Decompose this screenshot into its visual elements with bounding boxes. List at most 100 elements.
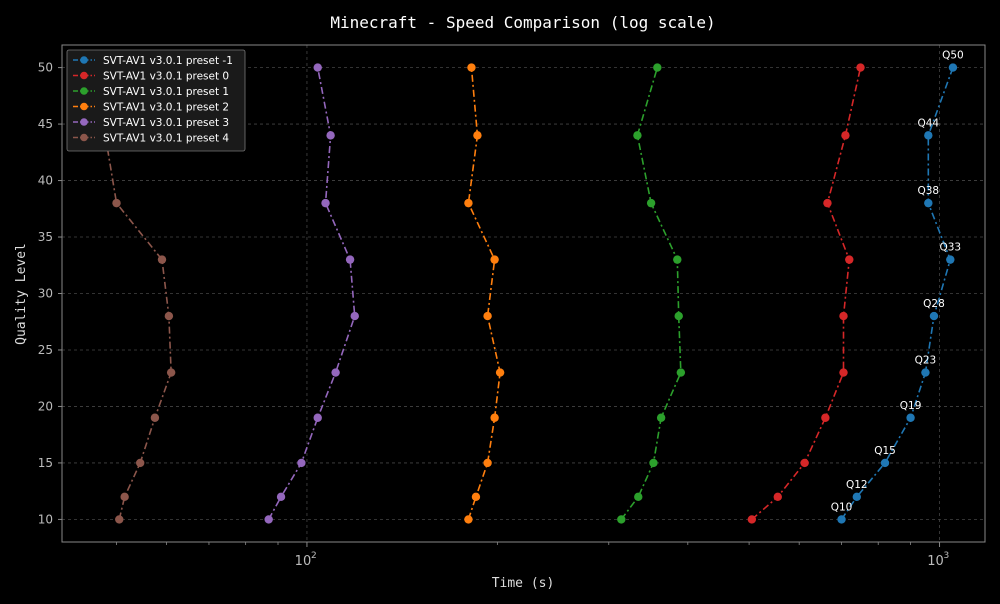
data-point — [464, 515, 473, 524]
x-tick-label: 10 — [927, 554, 944, 569]
legend-label: SVT-AV1 v3.0.1 preset 2 — [103, 101, 229, 113]
data-point — [653, 63, 662, 72]
data-point — [473, 131, 482, 140]
data-point — [800, 458, 809, 468]
y-tick-label: 30 — [38, 287, 53, 301]
legend-marker — [80, 133, 88, 142]
y-tick-label: 45 — [38, 117, 53, 131]
data-point — [264, 515, 273, 524]
data-point — [331, 368, 340, 377]
series-line — [620, 67, 682, 520]
point-label: Q15 — [874, 445, 896, 457]
data-point — [823, 198, 832, 208]
data-point — [617, 515, 626, 524]
data-point — [350, 311, 359, 321]
point-label: Q38 — [917, 185, 939, 197]
series-layer — [98, 63, 958, 524]
data-point — [157, 255, 167, 264]
y-tick-label: 20 — [38, 399, 53, 413]
data-point — [464, 198, 473, 208]
data-point — [135, 458, 145, 468]
point-label: Q44 — [917, 117, 939, 129]
grid — [62, 45, 985, 542]
y-tick-label: 10 — [38, 512, 53, 526]
data-point — [948, 63, 958, 72]
data-point — [924, 131, 933, 140]
data-point — [115, 515, 124, 524]
data-point — [150, 413, 160, 422]
data-point — [112, 198, 121, 208]
data-point — [929, 311, 939, 321]
data-point — [906, 413, 915, 422]
data-point — [471, 492, 481, 502]
x-tick-label: 10 — [295, 554, 312, 569]
data-point — [490, 255, 499, 264]
data-point — [821, 413, 830, 422]
data-point — [313, 413, 322, 422]
data-point — [495, 368, 505, 377]
point-label: Q50 — [942, 50, 964, 62]
data-point — [164, 311, 174, 321]
series-line — [267, 67, 356, 520]
data-point — [837, 515, 846, 524]
data-point — [120, 492, 129, 502]
data-point — [276, 492, 286, 502]
series-line — [101, 67, 172, 520]
legend-label: SVT-AV1 v3.0.1 preset -1 — [103, 55, 233, 67]
data-point — [845, 255, 854, 264]
point-label: Q28 — [923, 298, 945, 310]
legend: SVT-AV1 v3.0.1 preset -1 SVT-AV1 v3.0.1 p… — [66, 49, 246, 152]
legend-entry: SVT-AV1 v3.0.1 preset 3 — [73, 117, 229, 129]
data-point — [634, 492, 643, 502]
data-point — [946, 255, 955, 264]
data-point — [321, 198, 330, 208]
x-axis-label: Time (s) — [492, 576, 555, 591]
legend-entry: SVT-AV1 v3.0.1 preset -1 — [73, 55, 233, 67]
y-tick-label: 15 — [38, 456, 53, 470]
y-tick-label: 35 — [38, 230, 53, 244]
series-line — [840, 67, 954, 520]
point-label: Q19 — [900, 400, 922, 412]
series-3 — [464, 63, 505, 524]
data-point — [674, 311, 683, 321]
legend-marker — [80, 87, 88, 95]
legend-label: SVT-AV1 v3.0.1 preset 3 — [103, 117, 229, 129]
data-point — [345, 255, 355, 264]
data-point — [483, 458, 492, 468]
y-axis-label: Quality Level — [14, 243, 29, 345]
series-0 — [837, 63, 958, 524]
legend-entry: SVT-AV1 v3.0.1 preset 1 — [73, 86, 229, 98]
data-point — [841, 131, 850, 140]
data-point — [856, 63, 865, 72]
data-point — [490, 413, 499, 422]
legend-entry: SVT-AV1 v3.0.1 preset 2 — [73, 101, 229, 113]
y-tick-label: 25 — [38, 343, 53, 357]
data-point — [649, 458, 658, 468]
legend-label: SVT-AV1 v3.0.1 preset 1 — [103, 86, 229, 98]
legend-marker — [80, 102, 88, 111]
point-label: Q33 — [939, 242, 961, 254]
chart-title: Minecraft - Speed Comparison (log scale) — [330, 13, 715, 32]
legend-entry: SVT-AV1 v3.0.1 preset 4 — [73, 132, 229, 144]
data-point — [921, 368, 930, 377]
data-point — [773, 492, 782, 502]
series-2 — [617, 63, 686, 524]
data-point — [633, 131, 642, 140]
point-label: Q23 — [915, 355, 937, 367]
data-point — [166, 368, 176, 377]
legend-marker — [80, 56, 88, 64]
data-point — [483, 311, 492, 321]
y-tick-label: 40 — [38, 174, 53, 188]
point-label: Q10 — [831, 501, 853, 513]
data-point — [676, 368, 686, 377]
data-point — [326, 131, 335, 140]
legend-box — [66, 49, 246, 152]
series-1 — [747, 63, 865, 524]
legend-label: SVT-AV1 v3.0.1 preset 4 — [103, 132, 229, 144]
data-point — [673, 255, 682, 264]
data-point — [747, 515, 757, 524]
data-point — [656, 413, 666, 422]
